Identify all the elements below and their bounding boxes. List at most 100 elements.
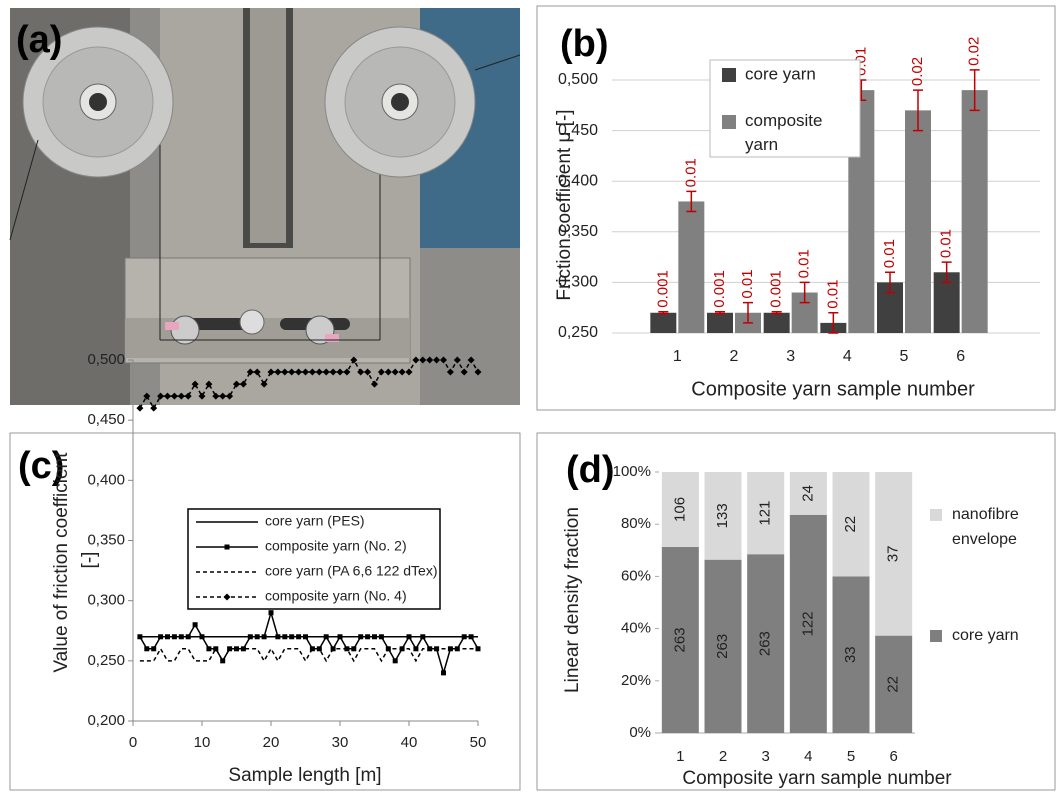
x-tick-label: 5 xyxy=(847,748,855,765)
marker xyxy=(198,392,206,400)
marker xyxy=(453,356,461,364)
marker xyxy=(308,368,316,376)
error-label: 0.01 xyxy=(824,280,841,309)
x-tick-label: 1 xyxy=(673,348,682,365)
marker xyxy=(474,368,482,376)
bar-segment xyxy=(832,472,870,577)
marker xyxy=(426,356,434,364)
segment-label: 106 xyxy=(671,497,688,522)
y-axis-label: Friction coefficient μ [-] xyxy=(554,109,575,300)
bar xyxy=(650,312,677,333)
legend-box xyxy=(709,59,861,158)
marker xyxy=(468,634,474,640)
legend-swatch xyxy=(930,630,942,642)
line xyxy=(139,647,478,663)
y-tick-label: 0,500 xyxy=(87,351,125,368)
marker xyxy=(246,368,254,376)
y-axis-label: Linear density fraction xyxy=(562,507,583,693)
x-tick-label: 10 xyxy=(194,734,211,751)
marker xyxy=(253,368,261,376)
marker xyxy=(315,368,323,376)
bar-segment xyxy=(704,559,742,733)
x-tick-label: 4 xyxy=(804,748,812,765)
x-tick-label: 6 xyxy=(889,748,897,765)
marker xyxy=(165,634,170,640)
marker xyxy=(295,368,303,376)
x-tick-label: 40 xyxy=(401,734,418,751)
marker xyxy=(260,380,268,388)
bar-segment xyxy=(747,554,785,733)
y-tick-label: 40% xyxy=(621,620,651,637)
marker xyxy=(406,634,412,640)
x-tick-label: 20 xyxy=(263,734,280,751)
bar-segment xyxy=(875,635,913,733)
legend-swatch xyxy=(930,509,942,521)
y-tick-label: 0,450 xyxy=(87,411,125,428)
error-bar xyxy=(771,310,782,315)
segment-label: 24 xyxy=(799,485,816,502)
panel-label: (d) xyxy=(566,449,615,491)
legend-label: nanofibre envelope xyxy=(952,506,1023,548)
legend-box xyxy=(187,508,441,610)
marker xyxy=(192,622,198,628)
error-label: 0.02 xyxy=(966,37,983,66)
legend-label: core yarn (PA 6,6 122 dTex) xyxy=(265,563,438,579)
x-tick-label: 3 xyxy=(761,748,769,765)
legend-swatch xyxy=(722,68,736,82)
panel-frame xyxy=(536,5,1056,411)
marker xyxy=(336,368,344,376)
marker xyxy=(412,356,420,364)
x-tick-label: 50 xyxy=(470,734,487,751)
segment-label: 37 xyxy=(885,545,902,562)
bar xyxy=(707,312,733,333)
bar-segment xyxy=(661,546,699,733)
legend-marker xyxy=(224,544,230,550)
segment-label: 122 xyxy=(799,611,816,636)
marker xyxy=(323,634,329,640)
marker xyxy=(227,646,233,652)
bar-segment xyxy=(875,472,913,636)
y-tick-label: 0,350 xyxy=(558,223,598,240)
x-tick-label: 3 xyxy=(786,348,795,365)
marker xyxy=(254,634,260,640)
marker xyxy=(247,634,253,640)
marker xyxy=(303,634,308,640)
marker xyxy=(441,670,446,676)
bar xyxy=(961,90,988,334)
x-tick-label: 4 xyxy=(843,348,852,365)
legend-label: core yarn (PES) xyxy=(265,513,365,529)
marker xyxy=(365,634,371,640)
marker xyxy=(205,380,213,388)
y-tick-label: 0% xyxy=(629,724,651,741)
bar-segment xyxy=(832,576,870,733)
marker xyxy=(158,634,164,640)
legend-label: composite yarn xyxy=(745,111,827,154)
error-bar xyxy=(715,310,725,315)
marker xyxy=(378,634,384,640)
x-tick-label: 1 xyxy=(676,748,684,765)
marker xyxy=(377,368,385,376)
marker xyxy=(316,646,322,652)
marker xyxy=(337,634,343,640)
y-tick-label: 80% xyxy=(621,515,651,532)
segment-label: 33 xyxy=(842,646,859,663)
y-tick-label: 0,300 xyxy=(558,274,598,291)
marker xyxy=(191,380,199,388)
bar xyxy=(763,312,790,333)
error-label: 0.01 xyxy=(938,229,955,258)
marker xyxy=(391,368,399,376)
bar-segment xyxy=(789,472,827,515)
bar-segment xyxy=(789,514,827,733)
bar xyxy=(905,110,931,333)
x-axis-label: Composite yarn sample number xyxy=(682,768,952,789)
panel-label: (b) xyxy=(560,23,609,65)
x-tick-label: 5 xyxy=(900,348,909,365)
x-tick-label: 2 xyxy=(719,748,727,765)
bar-segment xyxy=(704,472,742,560)
panel-frame xyxy=(536,432,1056,791)
marker xyxy=(233,380,240,388)
y-tick-label: 0,250 xyxy=(87,652,125,669)
marker xyxy=(351,646,357,652)
panel-frame xyxy=(9,432,521,791)
marker xyxy=(357,368,365,376)
